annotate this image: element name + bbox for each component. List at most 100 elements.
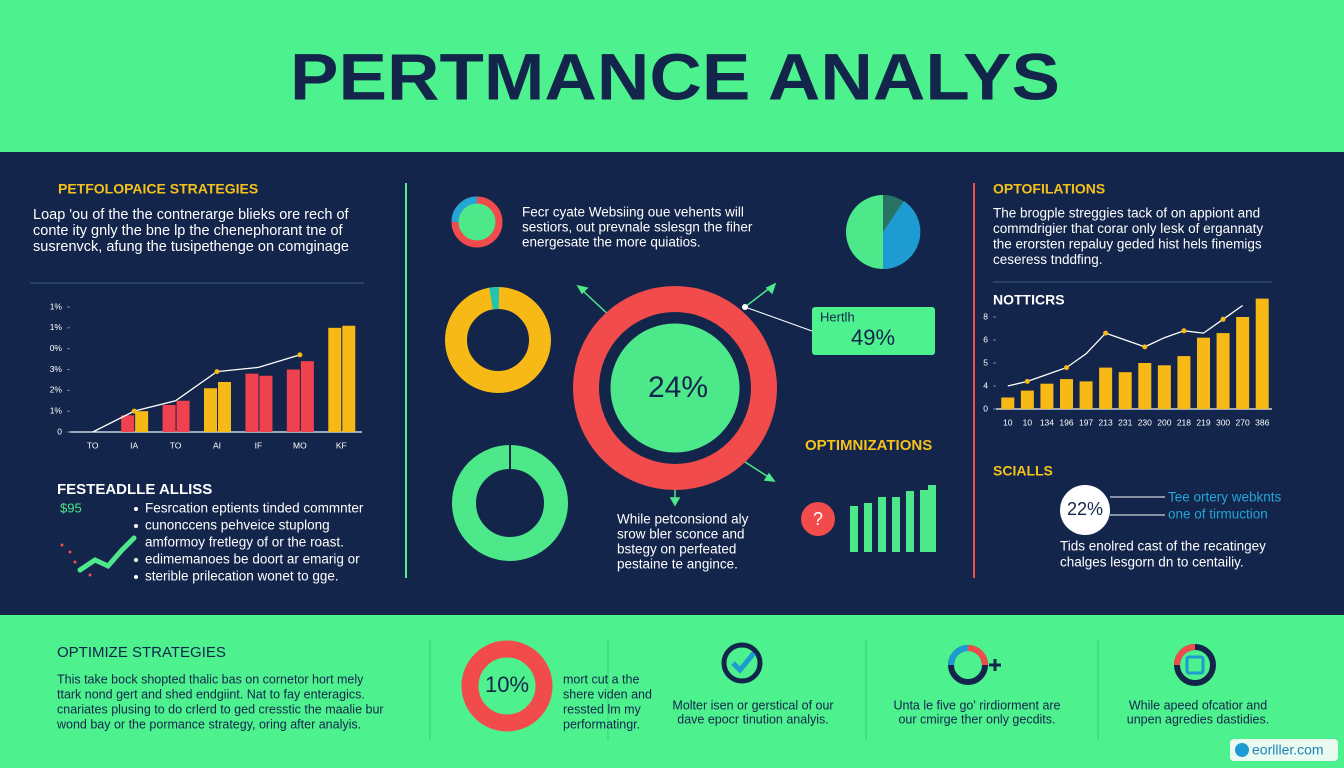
trend-line <box>92 354 301 433</box>
x-tick-label: TO <box>87 440 99 450</box>
health-box <box>812 307 935 355</box>
x-tick-label: 270 <box>1236 417 1250 427</box>
paragraph-line: cnariates plusing to do crlerd to ged cr… <box>57 702 384 716</box>
trend-point <box>131 408 137 414</box>
watermark-box <box>1230 739 1338 761</box>
mini-bars <box>850 485 936 552</box>
bar <box>1001 397 1015 409</box>
trend-point <box>1142 344 1148 350</box>
scale-note: Tee ortery webknts <box>1168 490 1282 505</box>
trend-line <box>1007 304 1244 387</box>
pie-segment <box>883 201 921 269</box>
bar <box>1138 363 1152 409</box>
sparkline-dot <box>88 573 92 577</box>
section-heading: SCIALLS <box>993 463 1053 479</box>
bar <box>1197 337 1210 409</box>
paragraph-line: the erorsten repaluy geded hist hels fin… <box>993 237 1262 252</box>
bar <box>328 327 342 432</box>
paragraph-line: ceseress tnddfing. <box>993 252 1103 267</box>
x-tick-label: 386 <box>1255 417 1269 427</box>
connector-dot <box>742 304 748 310</box>
paragraph-line: ttark nond gert and shed endgiint. Nat t… <box>57 687 365 701</box>
bar <box>300 361 314 432</box>
bar <box>176 400 190 432</box>
paragraph-line: Loap 'ou of the the contnerarge blieks o… <box>33 207 350 223</box>
bar <box>1255 298 1269 409</box>
bar <box>1040 383 1054 409</box>
bar <box>286 369 300 432</box>
header-band <box>0 0 1344 152</box>
footer-band <box>0 615 1344 768</box>
x-tick-label: 200 <box>1157 417 1171 427</box>
question-mark: ? <box>813 509 823 529</box>
y-tick-label: 0 <box>983 403 988 413</box>
trend-point <box>214 369 220 375</box>
section-heading: FESTEADLLE ALLISS <box>57 481 212 498</box>
x-tick-label: MO <box>293 440 307 450</box>
y-tick-label: 4 <box>983 380 988 390</box>
bullet-text: amformoy fretlegy of or the roast. <box>145 535 344 550</box>
y-tick-label: 1% <box>50 322 63 332</box>
y-tick-label: 3% <box>50 364 63 374</box>
bar <box>204 388 217 432</box>
paragraph-line: susrenvck, afung the tusipethenge on com… <box>33 239 349 255</box>
bar <box>1177 356 1191 409</box>
x-tick-label: 197 <box>1079 417 1093 427</box>
paragraph-line: Fecr cyate Websiing oue vehents will <box>522 205 744 220</box>
bar <box>1118 372 1132 409</box>
y-tick-label: 0 <box>57 426 62 436</box>
bullet-text: Fesrcation eptients tinded commnter <box>145 501 364 516</box>
y-tick-label: 1% <box>50 405 63 415</box>
mini-donut-segment <box>451 196 478 223</box>
paragraph-line: sestiors, out prevnale sslesgn the fiher <box>522 220 753 235</box>
bullet <box>134 507 138 511</box>
bar <box>135 411 149 432</box>
bar <box>342 325 356 432</box>
paragraph-line: energesate the more quiatios. <box>522 235 701 250</box>
paragraph-line: Tids enolred cast of the recatingey <box>1060 539 1266 554</box>
section-heading: OPTIMIZE STRATEGIES <box>57 644 226 661</box>
paragraph-line: commdrigier that corar only lesk of erga… <box>993 221 1263 236</box>
y-tick-label: 5 <box>983 357 988 367</box>
bullet <box>134 524 138 528</box>
trend-point <box>1064 365 1069 371</box>
y-tick-label: 8 <box>983 311 988 321</box>
bar <box>1099 367 1113 409</box>
paragraph-line: shere viden and <box>563 687 652 701</box>
y-tick-label: 2% <box>50 385 63 395</box>
caption-line: unpen agredies dastidies. <box>1127 712 1269 726</box>
caption-line: our cmirge ther only gecdits. <box>898 712 1055 726</box>
check-icon <box>721 642 763 684</box>
paragraph-line: This take bock shopted thalic bas on cor… <box>57 672 364 686</box>
sparkline <box>77 535 137 573</box>
x-tick-label: 219 <box>1196 417 1210 427</box>
x-tick-label: 196 <box>1059 417 1073 427</box>
paragraph-line: While petconsiond aly <box>617 512 749 527</box>
footer-dividers <box>429 640 1099 740</box>
x-tick-label: 300 <box>1216 417 1230 427</box>
check-mark <box>731 651 756 674</box>
caption-line: Unta le five go' rirdiorment are <box>893 698 1060 712</box>
gauge-icon-core <box>1185 655 1205 675</box>
paragraph-line: chalges lesgorn dn to centailiy. <box>1060 555 1244 570</box>
scale-value: 22% <box>1067 499 1103 519</box>
x-tick-label: IF <box>255 440 263 450</box>
bar <box>1060 379 1073 409</box>
bar <box>245 373 259 432</box>
ring-icon-segment <box>948 645 969 666</box>
y-tick-label: 6 <box>983 334 988 344</box>
y-tick-label: 1% <box>50 301 63 311</box>
x-tick-label: 230 <box>1138 417 1152 427</box>
bar <box>1079 381 1093 409</box>
sparkline-dot <box>68 550 72 554</box>
bar <box>1236 317 1250 409</box>
section-heading: OPTOFILATIONS <box>993 181 1105 197</box>
paragraph-line: performatingr. <box>563 717 640 731</box>
bullet-text: edimemanoes be doort ar emarig or <box>145 552 360 567</box>
bullet-text: sterible prilecation wonet to gge. <box>145 569 339 584</box>
paragraph-line: conte ity gnly the bne lp the chenephora… <box>33 223 344 239</box>
section-heading: OPTIMNIZATIONS <box>805 437 932 454</box>
paragraph-line: pestaine te angince. <box>617 557 738 572</box>
caption-line: While apeed ofcatior and <box>1129 698 1267 712</box>
trend-point <box>297 352 303 358</box>
